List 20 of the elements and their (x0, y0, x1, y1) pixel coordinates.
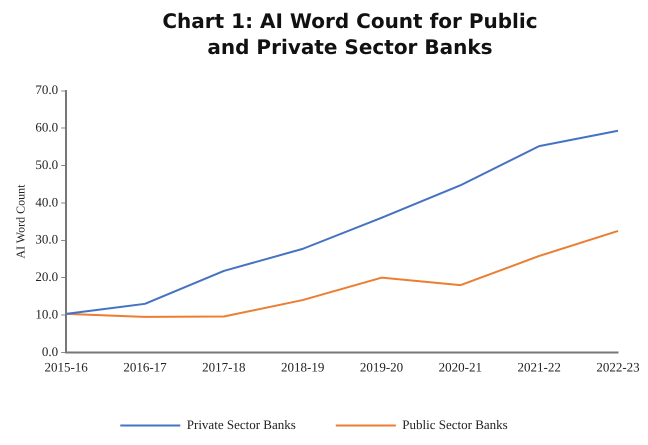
y-tick-label: 60.0 (35, 120, 58, 135)
x-tick-label: 2016-17 (123, 360, 168, 375)
y-tick-label: 20.0 (35, 269, 58, 284)
x-tick-label: 2022-23 (596, 360, 640, 375)
y-tick-label: 10.0 (35, 306, 58, 322)
y-tick-label: 70.0 (35, 82, 58, 98)
y-axis-title: AI Word Count (13, 184, 28, 259)
legend-label: Public Sector Banks (402, 416, 508, 432)
x-tick-label: 2020-21 (438, 360, 482, 375)
y-tick-label: 40.0 (35, 194, 58, 210)
x-tick-label: 2017-18 (202, 360, 246, 375)
chart-title: Chart 1: AI Word Count for Public and Private Sector Banks (161, 8, 539, 60)
y-tick-label: 30.0 (35, 232, 58, 247)
y-tick-label: 50.0 (35, 156, 58, 172)
x-tick-label: 2019-20 (360, 360, 404, 375)
x-tick-label: 2015-16 (44, 360, 88, 375)
legend-label: Private Sector Banks (186, 416, 296, 432)
y-tick-label: 0.0 (42, 344, 58, 359)
x-tick-label: 2021-22 (517, 360, 561, 375)
x-tick-label: 2018-19 (280, 360, 324, 375)
